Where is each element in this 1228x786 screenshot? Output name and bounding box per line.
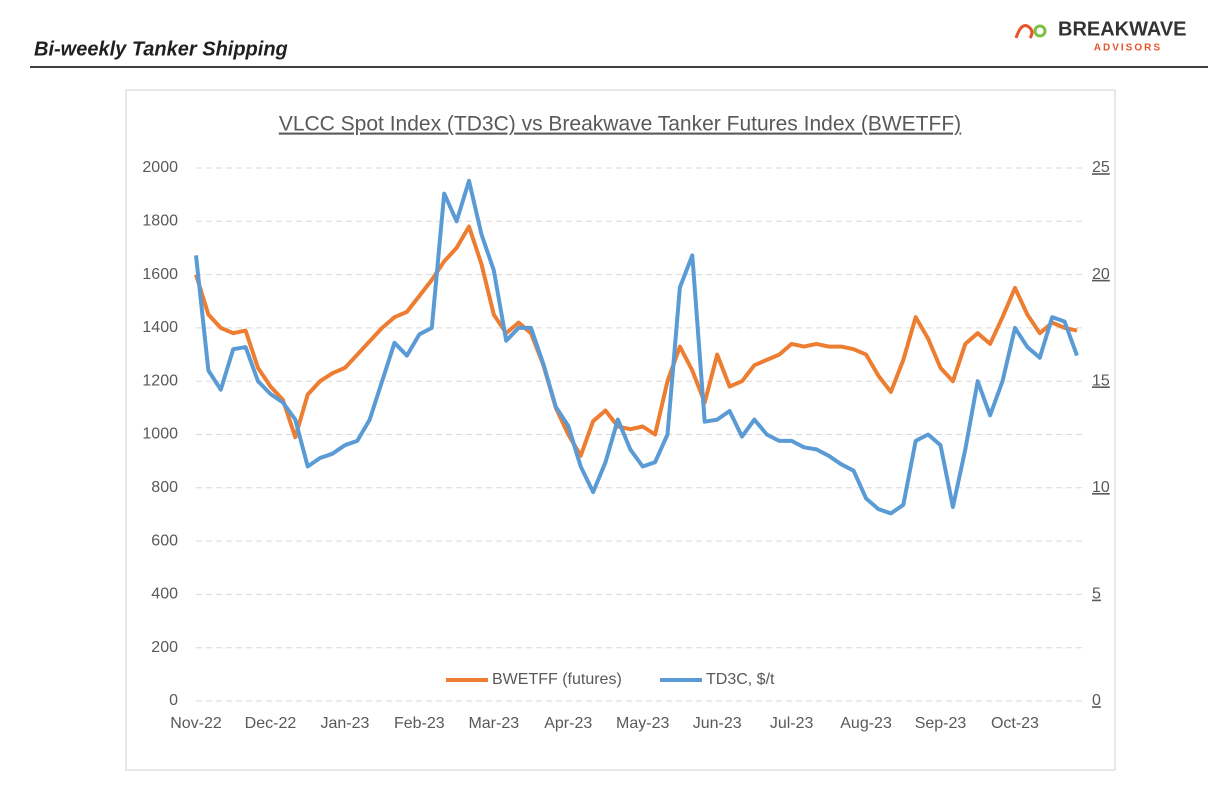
x-tick-label: Dec-22 (245, 715, 297, 732)
y2-tick-label: 25 (1092, 159, 1110, 176)
y-tick-label: 1000 (142, 426, 178, 443)
y-tick-label: 1200 (142, 372, 178, 389)
x-tick-label: Apr-23 (544, 715, 592, 732)
y-tick-label: 400 (151, 586, 178, 603)
y2-tick-label: 5 (1092, 586, 1101, 603)
y2-tick-label: 10 (1092, 479, 1110, 496)
logo-subtext: ADVISORS (1094, 43, 1162, 54)
header-title: Bi-weekly Tanker Shipping (34, 38, 288, 60)
series-line (194, 178, 1079, 516)
x-tick-label: Jan-23 (320, 715, 369, 732)
chart-title: VLCC Spot Index (TD3C) vs Breakwave Tank… (279, 113, 961, 136)
logo-text: BREAKWAVE (1058, 18, 1187, 40)
legend-label: TD3C, $/t (706, 671, 775, 688)
x-tick-label: May-23 (616, 715, 669, 732)
logo-icon (1014, 24, 1047, 39)
y-tick-label: 1600 (142, 266, 178, 283)
x-tick-label: Jul-23 (770, 715, 814, 732)
y-tick-label: 1800 (142, 213, 178, 230)
y2-tick-label: 15 (1092, 372, 1110, 389)
y-tick-label: 1400 (142, 319, 178, 336)
y2-tick-label: 0 (1092, 692, 1101, 709)
y-tick-label: 200 (151, 639, 178, 656)
x-tick-label: Mar-23 (468, 715, 519, 732)
y-tick-label: 0 (169, 692, 178, 709)
chart-frame (125, 89, 1116, 771)
x-tick-label: Nov-22 (170, 715, 222, 732)
y-tick-label: 800 (151, 479, 178, 496)
x-tick-label: Aug-23 (840, 715, 892, 732)
y2-tick-label: 20 (1092, 266, 1110, 283)
y-tick-label: 2000 (142, 159, 178, 176)
x-tick-label: Jun-23 (693, 715, 742, 732)
series-line (194, 224, 1078, 458)
x-tick-label: Feb-23 (394, 715, 445, 732)
x-tick-label: Oct-23 (991, 715, 1039, 732)
legend-label: BWETFF (futures) (492, 671, 622, 688)
y-tick-label: 600 (151, 532, 178, 549)
x-tick-label: Sep-23 (915, 715, 967, 732)
